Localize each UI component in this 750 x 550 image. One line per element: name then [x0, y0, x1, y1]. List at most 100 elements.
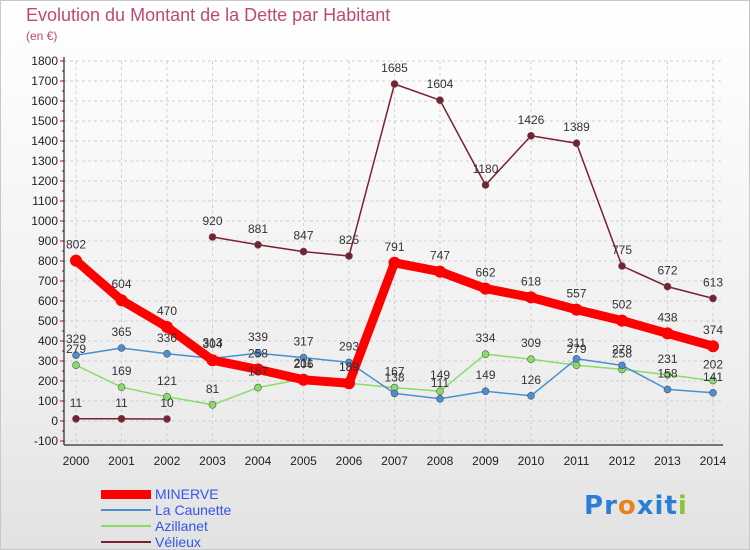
data-point-azillanet — [254, 383, 262, 392]
data-point-v-lieux — [481, 181, 490, 189]
data-label-azillanet: 231 — [657, 352, 677, 366]
data-label-la-caunette: 313 — [202, 335, 222, 349]
data-point-minerve — [525, 291, 537, 304]
data-point-v-lieux — [572, 139, 581, 147]
legend-swatch-velieux — [101, 541, 151, 543]
x-tick-label: 2012 — [609, 454, 636, 468]
data-point-azillanet — [527, 355, 535, 364]
data-label-minerve: 747 — [430, 249, 450, 263]
data-label-azillanet: 258 — [612, 346, 632, 360]
legend-label-azillanet: Azillanet — [155, 518, 208, 534]
data-label-v-lieux: 1389 — [563, 120, 590, 134]
data-label-la-caunette: 278 — [612, 342, 632, 356]
data-label-azillanet: 211 — [294, 356, 313, 370]
y-tick-label: 400 — [38, 334, 58, 348]
data-label-minerve: 802 — [66, 238, 86, 252]
data-label-v-lieux: 1180 — [473, 162, 499, 176]
data-point-azillanet — [663, 370, 672, 379]
series-lines — [70, 80, 719, 423]
data-point-minerve — [707, 340, 719, 353]
legend-swatch-la-caunette — [101, 509, 151, 511]
data-label-minerve: 791 — [384, 240, 404, 254]
data-label-la-caunette: 329 — [66, 332, 86, 346]
y-tick-label: 600 — [38, 294, 58, 308]
y-tick-label: 1000 — [31, 214, 58, 228]
data-point-minerve — [70, 254, 82, 267]
legend-item-minerve: MINERVE — [101, 486, 231, 502]
chart-title: Evolution du Montant de la Dette par Hab… — [26, 5, 391, 25]
data-label-azillanet: 121 — [157, 374, 177, 388]
data-point-minerve — [252, 363, 264, 376]
data-point-azillanet — [481, 350, 490, 359]
data-point-v-lieux — [72, 414, 80, 423]
x-tick-label: 2008 — [427, 454, 454, 468]
logo-letter: t — [664, 491, 678, 521]
data-point-v-lieux — [618, 262, 626, 270]
data-label-minerve: 557 — [566, 287, 586, 301]
data-point-v-lieux — [663, 282, 672, 291]
logo-letter: P — [584, 491, 605, 521]
data-point-minerve — [161, 321, 173, 333]
data-point-la-caunette — [254, 349, 262, 358]
data-point-la-caunette — [709, 388, 717, 397]
data-point-minerve — [570, 303, 583, 316]
data-point-minerve — [388, 256, 401, 269]
y-tick-label: 1600 — [31, 94, 58, 108]
y-tick-label: 100 — [38, 394, 58, 408]
legend-item-velieux: Vélieux — [101, 534, 231, 550]
legend-swatch-minerve — [101, 489, 151, 499]
data-point-v-lieux — [254, 241, 262, 249]
data-point-azillanet — [572, 361, 581, 370]
data-point-v-lieux — [345, 252, 353, 260]
data-label-minerve: 374 — [703, 323, 723, 337]
data-point-v-lieux — [208, 233, 217, 241]
data-point-la-caunette — [299, 353, 308, 362]
data-label-azillanet: 81 — [206, 382, 220, 396]
data-point-v-lieux — [709, 294, 717, 303]
y-tick-label: 1300 — [31, 154, 58, 168]
data-point-v-lieux — [436, 96, 444, 104]
data-label-minerve: 618 — [521, 274, 541, 288]
legend-label-velieux: Vélieux — [155, 534, 201, 550]
data-point-v-lieux — [527, 132, 535, 140]
data-label-la-caunette: 317 — [293, 335, 313, 349]
data-label-minerve: 304 — [202, 337, 222, 351]
data-label-v-lieux: 11 — [115, 396, 128, 410]
data-label-azillanet: 334 — [475, 331, 495, 345]
y-tick-label: 500 — [38, 314, 58, 328]
data-point-azillanet — [163, 392, 171, 401]
data-point-v-lieux — [299, 247, 308, 256]
x-tick-label: 2001 — [108, 454, 135, 468]
data-point-la-caunette — [481, 387, 490, 396]
legend: MINERVE La Caunette Azillanet Vélieux — [101, 486, 231, 550]
x-tick-label: 2000 — [63, 454, 90, 468]
y-tick-label: 1100 — [32, 194, 58, 208]
data-label-v-lieux: 1426 — [518, 113, 545, 127]
axes: -100 0 100 200 300 400 500 600 700 800 900 1000 1100… — [31, 54, 726, 468]
data-label-v-lieux: 10 — [160, 396, 174, 410]
data-label-azillanet: 167 — [384, 365, 404, 379]
data-point-v-lieux — [117, 414, 126, 423]
data-point-minerve — [206, 354, 219, 367]
data-label-v-lieux: 1604 — [427, 77, 454, 91]
data-label-minerve: 470 — [157, 304, 177, 318]
y-tick-label: -100 — [34, 434, 58, 448]
data-label-v-lieux: 672 — [657, 264, 677, 278]
data-point-la-caunette — [163, 349, 171, 358]
data-label-azillanet: 279 — [66, 342, 86, 356]
data-label-v-lieux: 1685 — [381, 61, 408, 75]
data-point-la-caunette — [390, 389, 399, 398]
logo-letter: i — [677, 491, 688, 521]
data-point-azillanet — [208, 400, 217, 409]
data-label-v-lieux: 825 — [339, 233, 359, 247]
data-label-azillanet: 202 — [703, 358, 723, 372]
x-tick-label: 2014 — [700, 454, 727, 468]
data-label-la-caunette: 138 — [384, 370, 404, 384]
data-label-minerve: 662 — [475, 266, 495, 280]
data-label-la-caunette: 111 — [431, 376, 450, 390]
data-point-azillanet — [709, 376, 717, 385]
data-label-azillanet: 309 — [521, 336, 541, 350]
data-point-la-caunette — [117, 344, 126, 352]
data-point-minerve — [343, 377, 355, 390]
